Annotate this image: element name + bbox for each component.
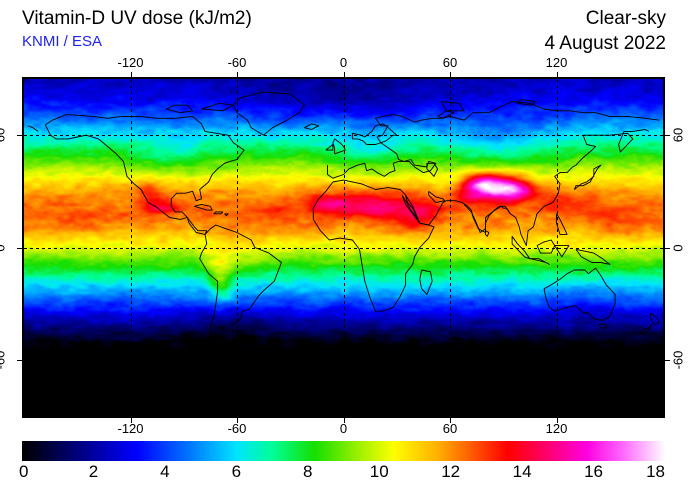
colorbar-tick-label: 16 <box>584 462 604 481</box>
lat-tick-left <box>17 359 23 361</box>
lat-tick-left <box>17 247 23 249</box>
colorbar-tick-label: 4 <box>160 462 170 481</box>
colorbar-tick-label: 18 <box>646 462 665 481</box>
graticule-overlay <box>24 79 663 416</box>
colorbar-tick-label: 2 <box>88 462 99 481</box>
lat-label-left: 60 <box>0 127 8 143</box>
colorbar <box>22 441 665 461</box>
page-title: Vitamin-D UV dose (kJ/m2) <box>22 8 252 29</box>
lon-tick-top <box>450 72 451 78</box>
date-label: 4 August 2022 <box>544 33 667 54</box>
colorbar-tick-label: 0 <box>19 462 29 481</box>
colorbar-tick-label: 6 <box>231 462 242 481</box>
colorbar-tick-label: 8 <box>303 462 313 481</box>
lat-label-left: -60 <box>0 350 8 370</box>
lon-tick-top <box>556 72 558 78</box>
lat-label-right: 0 <box>670 243 686 252</box>
lat-tick-right <box>664 247 670 249</box>
lon-label-bottom: -60 <box>227 421 247 436</box>
condition-label: Clear-sky <box>585 8 666 29</box>
lon-label-top: 0 <box>339 55 348 70</box>
map-plot-area <box>22 77 665 418</box>
lon-tick-bottom <box>130 417 132 423</box>
lon-label-top: -120 <box>117 55 144 70</box>
lon-label-bottom: 0 <box>339 421 348 436</box>
credit-label: KNMI / ESA <box>22 33 103 50</box>
colorbar-tick-label: 10 <box>369 462 389 481</box>
lon-label-top: 120 <box>545 55 568 70</box>
lon-label-top: -60 <box>227 55 247 70</box>
lon-tick-top <box>237 72 238 78</box>
lat-tick-right <box>664 135 670 137</box>
lon-label-bottom: -120 <box>117 421 144 436</box>
colorbar-tick-label: 12 <box>441 462 461 481</box>
lon-label-bottom: 120 <box>545 421 568 436</box>
lat-label-right: 60 <box>670 127 686 143</box>
lat-label-right: -60 <box>670 350 686 370</box>
lon-tick-bottom <box>450 417 451 423</box>
colorbar-gradient <box>22 441 665 461</box>
lat-tick-right <box>664 359 670 361</box>
lon-label-top: 60 <box>442 55 458 70</box>
lon-tick-bottom <box>343 417 345 423</box>
lon-tick-top <box>130 72 132 78</box>
lat-label-left: 0 <box>0 244 8 251</box>
lon-tick-top <box>343 72 345 78</box>
lon-tick-bottom <box>237 417 238 423</box>
colorbar-tick-label: 14 <box>512 462 532 481</box>
lon-label-bottom: 60 <box>442 421 458 436</box>
lon-tick-bottom <box>556 417 558 423</box>
coastline-overlay <box>27 91 660 351</box>
lat-tick-left <box>17 135 23 137</box>
